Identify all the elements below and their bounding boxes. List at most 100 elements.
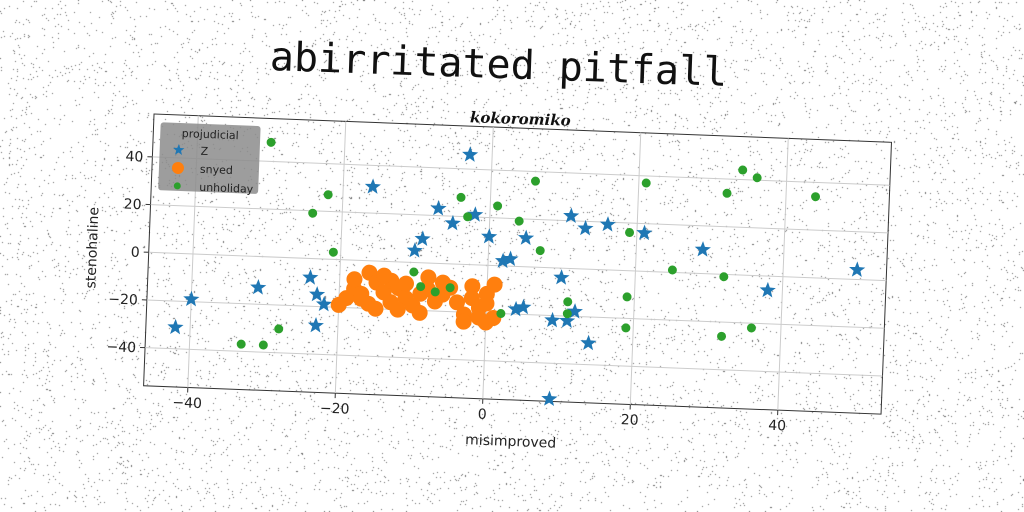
y-grid-line: [152, 156, 890, 186]
point-z-star: [759, 281, 776, 298]
axis-ticks: −40 −20 0 20 40 −40 −20 0 20 40: [106, 149, 786, 435]
plot-frame: [143, 113, 893, 415]
point-z-star: [302, 269, 319, 285]
legend-orange-dot-icon: [171, 161, 184, 174]
point-z-star: [580, 334, 597, 351]
point-z-star: [515, 298, 532, 315]
x-grid-line: [334, 121, 347, 394]
point-unholiday: [236, 339, 246, 349]
point-z-star: [507, 300, 524, 317]
point-unholiday: [717, 331, 727, 341]
x-grid-line: [629, 132, 642, 405]
legend-label-z: Z: [200, 145, 208, 158]
point-snyed: [478, 295, 495, 312]
point-unholiday: [622, 292, 632, 302]
point-unholiday: [811, 192, 821, 202]
point-snyed: [448, 294, 465, 311]
point-unholiday: [641, 178, 651, 188]
point-unholiday: [496, 309, 506, 319]
x-tick-label: 0: [477, 407, 487, 423]
point-snyed: [420, 269, 437, 286]
point-unholiday: [562, 309, 572, 319]
point-z-star: [577, 219, 594, 236]
point-unholiday: [409, 267, 419, 277]
point-z-star: [636, 224, 653, 241]
x-tick-label: 40: [768, 418, 786, 435]
y-tick-label: 20: [123, 197, 141, 214]
point-unholiday: [274, 324, 284, 334]
point-unholiday: [752, 173, 762, 183]
point-z-star: [481, 228, 498, 244]
point-unholiday: [563, 297, 573, 307]
point-snyed: [398, 275, 415, 292]
point-z-star: [414, 230, 431, 246]
point-unholiday: [266, 137, 276, 147]
point-z-star: [553, 269, 570, 285]
x-tick-label: −40: [172, 395, 202, 412]
x-grid-line: [482, 126, 494, 399]
point-unholiday: [738, 165, 748, 175]
legend-title: projudicial: [182, 127, 239, 142]
point-z-star: [544, 311, 561, 328]
point-unholiday: [308, 208, 318, 218]
point-z-star: [559, 312, 576, 328]
x-axis-label: misimproved: [465, 432, 557, 451]
point-snyed: [346, 271, 363, 288]
point-z-star: [406, 242, 423, 258]
point-snyed: [486, 276, 503, 293]
point-z-star: [694, 241, 711, 257]
point-z-star: [430, 199, 447, 216]
point-z-star: [444, 214, 461, 231]
legend-green-dot-icon: [173, 182, 181, 190]
point-unholiday: [328, 247, 338, 257]
point-z-star: [541, 390, 558, 407]
point-unholiday: [445, 283, 455, 293]
point-snyed: [353, 290, 370, 307]
point-unholiday: [323, 190, 333, 200]
point-z-star: [462, 146, 479, 162]
data-points: [167, 137, 866, 407]
point-unholiday: [621, 323, 631, 333]
point-unholiday: [535, 246, 545, 256]
point-z-star: [849, 261, 866, 277]
point-snyed: [367, 300, 384, 317]
point-unholiday: [493, 201, 503, 211]
point-unholiday: [746, 323, 756, 333]
point-snyed: [389, 301, 406, 318]
legend-label-snyed: snyed: [200, 163, 233, 177]
point-unholiday: [430, 287, 440, 297]
y-tick-label: 40: [125, 149, 143, 166]
point-unholiday: [258, 340, 268, 350]
point-z-star: [307, 317, 324, 333]
x-tick-label: −20: [320, 401, 350, 418]
point-z-star: [502, 250, 519, 267]
point-snyed: [411, 304, 428, 321]
point-snyed: [376, 267, 393, 284]
point-z-star: [364, 178, 381, 194]
y-axis-label: stenohaline: [83, 207, 102, 289]
point-unholiday: [514, 216, 524, 226]
legend-star-icon: [173, 143, 185, 155]
point-unholiday: [456, 192, 466, 202]
point-snyed: [464, 278, 481, 295]
point-z-star: [517, 229, 535, 246]
point-z-star: [599, 216, 616, 232]
point-unholiday: [416, 282, 426, 292]
point-z-star: [315, 295, 333, 312]
point-unholiday: [625, 228, 635, 238]
point-unholiday: [719, 272, 729, 282]
y-grid-line: [148, 251, 887, 282]
legend: projudicial Z snyed unholiday: [158, 122, 261, 196]
point-z-star: [494, 252, 512, 269]
y-tick-label: −40: [106, 339, 136, 356]
point-z-star: [167, 318, 184, 335]
legend-box: [158, 122, 261, 194]
point-unholiday: [722, 188, 732, 198]
point-unholiday: [463, 212, 473, 222]
y-grid-line: [145, 347, 883, 377]
y-grid-line: [146, 299, 885, 329]
point-z-star: [183, 290, 200, 307]
point-z-star: [563, 207, 580, 224]
y-tick-label: 0: [130, 245, 140, 261]
